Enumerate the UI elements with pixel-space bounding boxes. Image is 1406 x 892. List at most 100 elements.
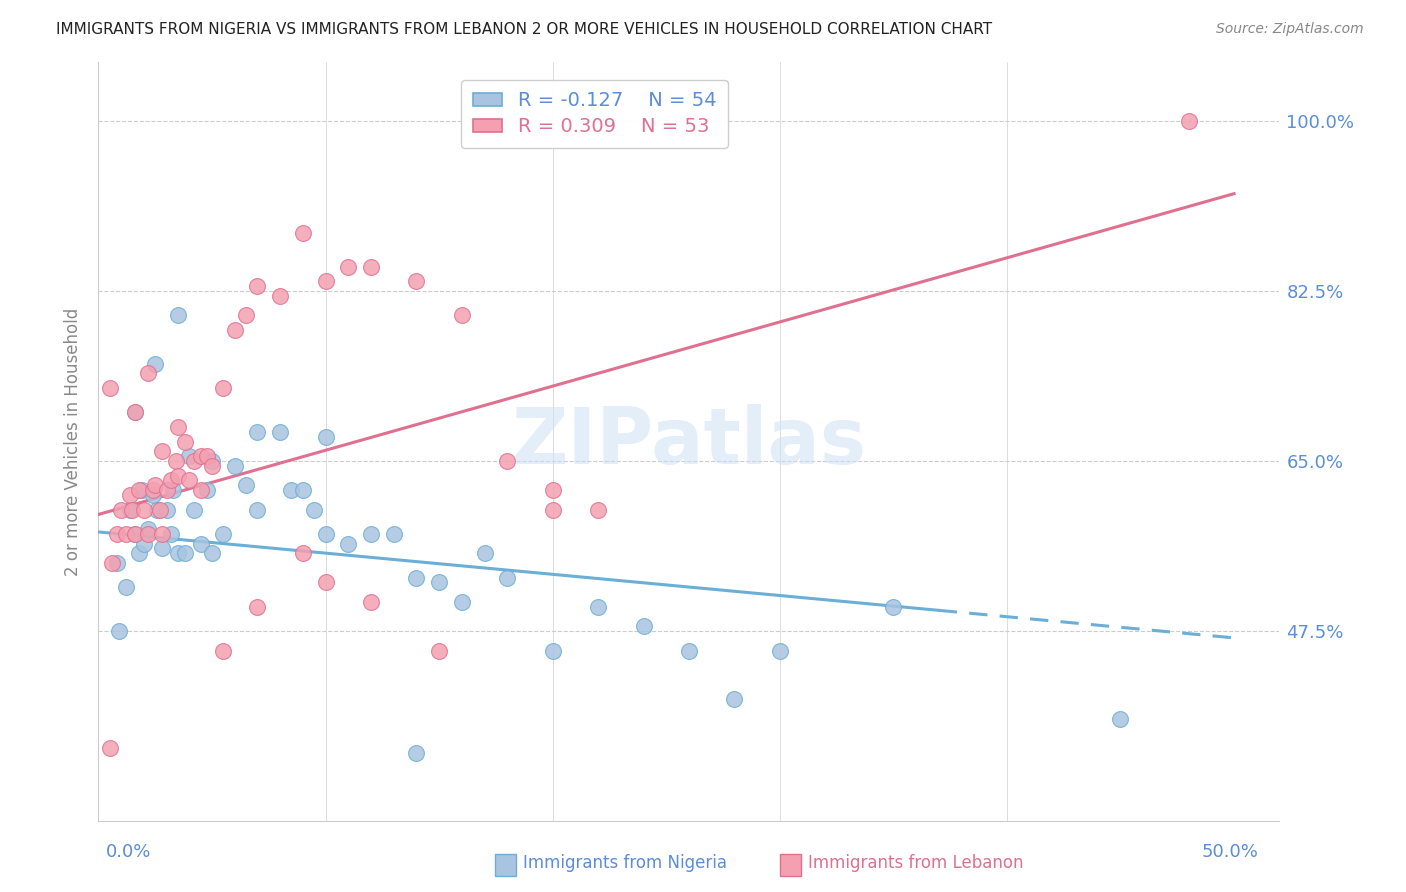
Point xyxy=(450,595,472,609)
Point xyxy=(769,643,792,657)
Point xyxy=(179,474,201,488)
Text: ZIPatlas: ZIPatlas xyxy=(512,403,866,480)
Point xyxy=(108,624,131,639)
Point xyxy=(360,527,382,541)
Point xyxy=(280,483,302,497)
Point xyxy=(302,502,325,516)
Point xyxy=(120,502,142,516)
Point xyxy=(114,527,136,541)
Point xyxy=(723,692,745,706)
Point xyxy=(183,502,205,516)
Point xyxy=(167,308,190,322)
Y-axis label: 2 or more Vehicles in Household: 2 or more Vehicles in Household xyxy=(65,308,83,575)
Point xyxy=(382,527,405,541)
Point xyxy=(105,556,128,570)
Point xyxy=(183,454,205,468)
Point xyxy=(1177,113,1199,128)
Point xyxy=(291,226,314,240)
Point xyxy=(212,643,235,657)
Point xyxy=(155,483,177,497)
Point xyxy=(496,454,519,468)
Legend: R = -0.127    N = 54, R = 0.309    N = 53: R = -0.127 N = 54, R = 0.309 N = 53 xyxy=(461,79,728,148)
Point xyxy=(360,260,382,274)
Point xyxy=(586,599,609,614)
Point xyxy=(246,279,269,293)
Point xyxy=(496,571,519,585)
Point xyxy=(474,546,496,560)
Text: Immigrants from Nigeria: Immigrants from Nigeria xyxy=(523,855,727,872)
Point xyxy=(197,449,219,463)
Text: 50.0%: 50.0% xyxy=(1202,843,1258,861)
Point xyxy=(132,536,155,550)
Point xyxy=(162,483,184,497)
Point xyxy=(427,575,450,590)
Point xyxy=(149,502,172,516)
Point xyxy=(405,274,427,288)
Point xyxy=(143,478,166,492)
Point xyxy=(337,536,360,550)
Point xyxy=(143,357,166,371)
Point xyxy=(190,483,212,497)
Text: Immigrants from Lebanon: Immigrants from Lebanon xyxy=(808,855,1024,872)
Text: Source: ZipAtlas.com: Source: ZipAtlas.com xyxy=(1216,22,1364,37)
Point xyxy=(224,458,246,473)
Point xyxy=(541,643,564,657)
Point xyxy=(160,527,183,541)
Point xyxy=(132,502,155,516)
Point xyxy=(235,478,257,492)
Point xyxy=(882,599,904,614)
Point xyxy=(541,502,564,516)
Point xyxy=(678,643,700,657)
Point xyxy=(405,746,427,760)
Point xyxy=(138,367,160,381)
Point xyxy=(98,381,121,395)
Point xyxy=(138,527,160,541)
Point xyxy=(131,483,153,497)
Point xyxy=(124,527,146,541)
Point xyxy=(128,483,150,497)
Point xyxy=(120,488,142,502)
Point xyxy=(337,260,360,274)
Point xyxy=(1109,712,1132,726)
Point xyxy=(98,740,121,755)
Point xyxy=(190,449,212,463)
Point xyxy=(173,434,195,449)
Point xyxy=(269,289,291,303)
Point xyxy=(167,468,190,483)
Point xyxy=(197,483,219,497)
Point xyxy=(405,571,427,585)
Point xyxy=(124,405,146,419)
Point xyxy=(201,458,224,473)
Point xyxy=(201,454,224,468)
Point xyxy=(291,546,314,560)
Point xyxy=(190,536,212,550)
Point xyxy=(124,527,146,541)
Text: 0.0%: 0.0% xyxy=(105,843,150,861)
Point xyxy=(167,546,190,560)
Point xyxy=(114,580,136,594)
Point xyxy=(586,502,609,516)
Point xyxy=(235,308,257,322)
Point xyxy=(150,444,173,458)
Point xyxy=(427,643,450,657)
Point xyxy=(450,308,472,322)
Point xyxy=(142,488,165,502)
Point xyxy=(246,425,269,439)
Point xyxy=(224,323,246,337)
Point xyxy=(173,546,195,560)
Point xyxy=(128,546,150,560)
Point xyxy=(142,483,165,497)
Point xyxy=(150,541,173,556)
Text: IMMIGRANTS FROM NIGERIA VS IMMIGRANTS FROM LEBANON 2 OR MORE VEHICLES IN HOUSEHO: IMMIGRANTS FROM NIGERIA VS IMMIGRANTS FR… xyxy=(56,22,993,37)
Point xyxy=(269,425,291,439)
Point xyxy=(291,483,314,497)
Point xyxy=(633,619,655,633)
Point xyxy=(101,556,124,570)
Point xyxy=(167,420,190,434)
Point xyxy=(246,502,269,516)
Point xyxy=(212,527,235,541)
Point xyxy=(179,449,201,463)
Point xyxy=(155,502,177,516)
Point xyxy=(246,599,269,614)
Point xyxy=(146,502,169,516)
